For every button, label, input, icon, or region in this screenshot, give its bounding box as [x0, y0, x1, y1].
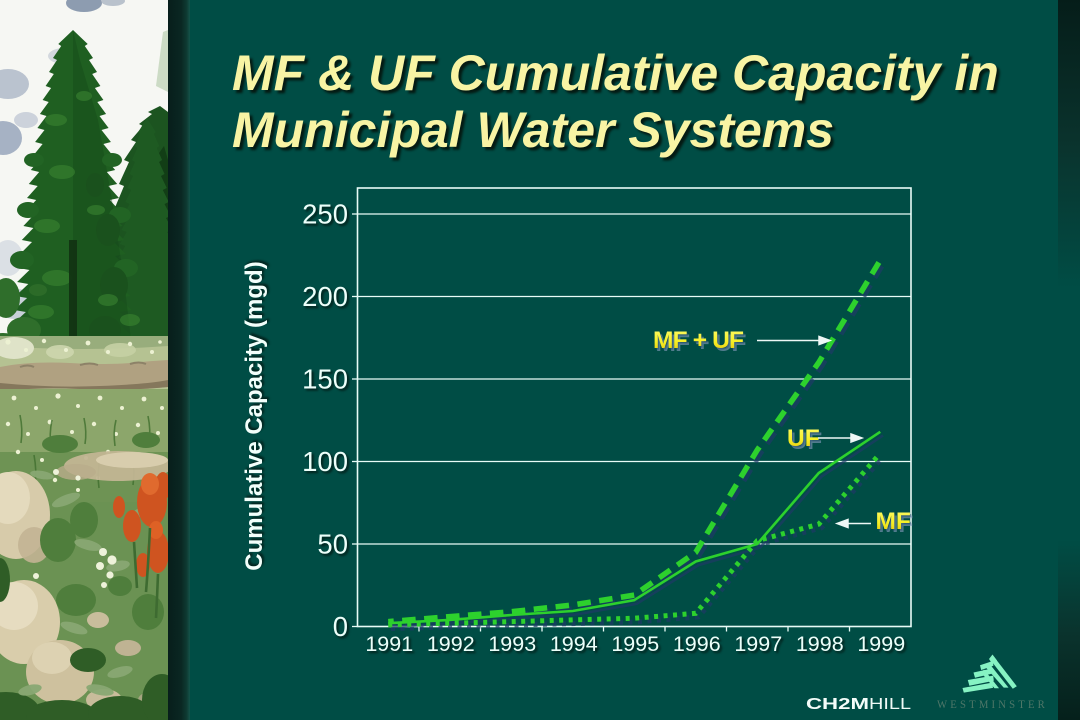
svg-text:150: 150: [302, 364, 348, 395]
svg-text:UF: UF: [787, 425, 820, 452]
svg-text:1993: 1993: [488, 632, 536, 656]
svg-text:MF: MF: [876, 508, 911, 535]
svg-text:UF: UF: [790, 428, 823, 455]
svg-text:1997: 1997: [734, 632, 782, 656]
svg-text:1996: 1996: [673, 632, 721, 656]
svg-text:1991: 1991: [365, 632, 413, 656]
svg-text:250: 250: [302, 199, 348, 230]
svg-text:HILL: HILL: [869, 696, 911, 713]
svg-text:MF: MF: [878, 511, 913, 538]
svg-text:50: 50: [317, 529, 348, 560]
svg-text:1998: 1998: [796, 632, 844, 656]
svg-text:100: 100: [302, 446, 348, 477]
svg-text:0: 0: [333, 611, 348, 642]
svg-text:UF: UF: [788, 427, 821, 454]
svg-text:Cumulative Capacity (mgd): Cumulative Capacity (mgd): [241, 261, 268, 570]
svg-text:200: 200: [302, 281, 348, 312]
svg-text:MF: MF: [877, 510, 912, 537]
svg-text:CH2M: CH2M: [806, 696, 869, 713]
svg-text:1994: 1994: [550, 632, 598, 656]
svg-text:MF + UF: MF + UF: [654, 329, 745, 356]
svg-text:1999: 1999: [857, 632, 905, 656]
svg-text:1995: 1995: [611, 632, 659, 656]
svg-text:MF + UF: MF + UF: [653, 327, 744, 354]
svg-text:WESTMINSTER: WESTMINSTER: [937, 699, 1048, 711]
svg-text:1992: 1992: [427, 632, 475, 656]
svg-text:MF + UF: MF + UF: [656, 330, 747, 357]
